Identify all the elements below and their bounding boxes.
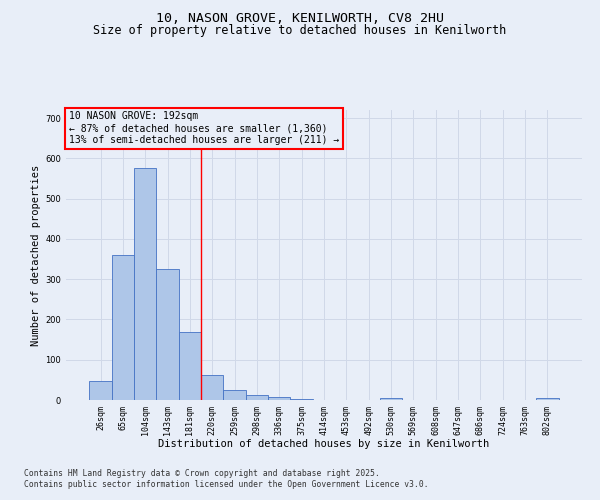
Bar bbox=[380, 398, 402, 400]
Text: Contains public sector information licensed under the Open Government Licence v3: Contains public sector information licen… bbox=[24, 480, 428, 489]
Text: 10, NASON GROVE, KENILWORTH, CV8 2HU: 10, NASON GROVE, KENILWORTH, CV8 2HU bbox=[156, 12, 444, 26]
Text: Contains HM Land Registry data © Crown copyright and database right 2025.: Contains HM Land Registry data © Crown c… bbox=[24, 468, 380, 477]
Bar bbox=[179, 332, 201, 400]
Text: Size of property relative to detached houses in Kenilworth: Size of property relative to detached ho… bbox=[94, 24, 506, 37]
Bar bbox=[223, 390, 246, 400]
Bar bbox=[157, 269, 179, 400]
Bar bbox=[536, 398, 559, 400]
Bar bbox=[268, 397, 290, 400]
Bar bbox=[201, 374, 223, 400]
Bar bbox=[89, 382, 112, 400]
Y-axis label: Number of detached properties: Number of detached properties bbox=[31, 164, 41, 346]
Bar bbox=[290, 399, 313, 400]
X-axis label: Distribution of detached houses by size in Kenilworth: Distribution of detached houses by size … bbox=[158, 439, 490, 449]
Bar bbox=[112, 255, 134, 400]
Bar bbox=[246, 395, 268, 400]
Text: 10 NASON GROVE: 192sqm
← 87% of detached houses are smaller (1,360)
13% of semi-: 10 NASON GROVE: 192sqm ← 87% of detached… bbox=[68, 112, 339, 144]
Bar bbox=[134, 168, 157, 400]
